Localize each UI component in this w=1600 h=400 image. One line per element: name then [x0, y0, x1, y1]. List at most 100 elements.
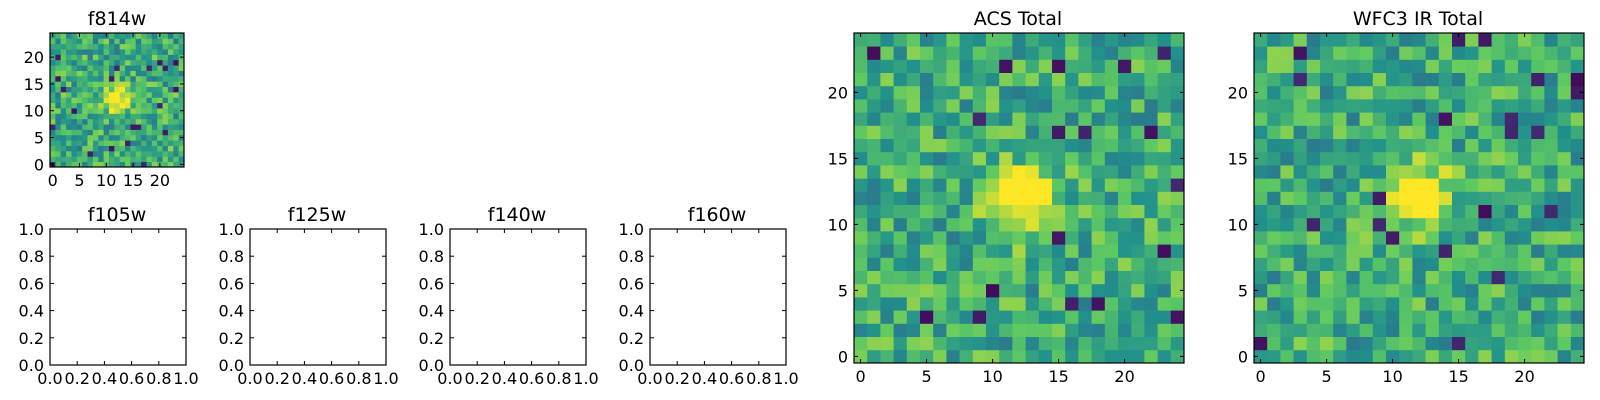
heatmap-cell [1478, 244, 1492, 258]
heatmap-cell [1078, 72, 1092, 87]
heatmap-cell [1025, 138, 1040, 153]
heatmap-cell [141, 81, 147, 87]
heatmap-cell [82, 102, 88, 109]
heatmap-cell [1065, 204, 1079, 219]
heatmap-cell [1544, 151, 1558, 166]
heatmap-cell [92, 161, 99, 168]
heatmap-cell [60, 145, 67, 152]
heatmap-cell [1118, 191, 1132, 205]
heatmap-cell [1293, 297, 1308, 311]
heatmap-cell [119, 54, 126, 61]
heatmap-cell [1333, 112, 1347, 126]
heatmap-cell [87, 134, 94, 141]
heatmap-cell [933, 59, 947, 73]
heatmap-cell [1065, 231, 1079, 245]
x-tick-label: 5 [74, 171, 84, 190]
heatmap-cell [893, 112, 908, 126]
heatmap-cell [1078, 336, 1092, 351]
heatmap-cell [71, 81, 78, 87]
heatmap-cell [125, 118, 131, 125]
heatmap-cell [1144, 244, 1158, 258]
heatmap-cell [1267, 178, 1281, 192]
heatmap-cell [880, 191, 894, 205]
heatmap-cell [972, 138, 987, 153]
heatmap-cell [1038, 257, 1053, 271]
x-tick-label: 1.0 [373, 369, 398, 388]
heatmap-cell [972, 178, 987, 192]
heatmap-cell [1131, 151, 1145, 166]
y-tick-label: 15 [1228, 149, 1248, 168]
heatmap-cell [1306, 204, 1321, 219]
heatmap-cell [1570, 33, 1585, 47]
heatmap-cell [880, 151, 894, 166]
heatmap-cell [151, 134, 158, 141]
heatmap-cell [1320, 85, 1334, 100]
heatmap-cell [130, 81, 137, 87]
heatmap-cell [1452, 204, 1466, 219]
heatmap-cell [867, 33, 881, 47]
heatmap-cell [1078, 310, 1092, 324]
heatmap-cell [867, 323, 881, 337]
heatmap-cell [55, 75, 62, 82]
heatmap-cell [167, 150, 174, 157]
heatmap-cell [1267, 231, 1281, 245]
heatmap-cell [1280, 349, 1294, 364]
heatmap-cell [1144, 151, 1158, 166]
heatmap-cell [167, 91, 174, 98]
heatmap-cell [1544, 46, 1558, 60]
heatmap-cell [1025, 336, 1040, 351]
heatmap-cell [920, 257, 934, 271]
heatmap-cell [959, 33, 974, 47]
heatmap-cell [999, 270, 1013, 285]
heatmap-cell [972, 112, 987, 126]
heatmap-cell [933, 178, 947, 192]
heatmap-cell [173, 54, 180, 61]
heatmap-cell [1518, 204, 1532, 219]
heatmap-cell [1570, 244, 1585, 258]
heatmap-cell [1306, 72, 1321, 87]
heatmap-cell [1170, 257, 1185, 271]
heatmap-cell [114, 150, 121, 157]
heatmap-cell [1280, 336, 1294, 351]
heatmap-cell [1157, 33, 1172, 47]
heatmap-cell [92, 113, 99, 120]
heatmap-cell [50, 145, 56, 152]
heatmap-cell [1065, 85, 1079, 100]
heatmap-cell [1465, 46, 1479, 60]
heatmap-cell [114, 97, 121, 104]
heatmap-cell [1465, 138, 1479, 153]
heatmap-cell [141, 134, 147, 141]
heatmap-cell [906, 178, 921, 192]
heatmap-cell [1078, 257, 1092, 271]
chart-title: f160w [688, 204, 747, 226]
heatmap-cell [1052, 151, 1066, 166]
heatmap-cell [920, 165, 934, 179]
heatmap-cell [173, 145, 180, 152]
heatmap-cell [1346, 46, 1360, 60]
y-tick-label: 0.4 [419, 302, 444, 321]
heatmap-cell [1372, 231, 1387, 245]
heatmap-cell [87, 140, 94, 146]
heatmap-cell [1399, 85, 1413, 100]
heatmap-cell [92, 150, 99, 157]
x-tick-label: 0.0 [437, 369, 462, 388]
heatmap-cell [867, 85, 881, 100]
heatmap-cell [1465, 165, 1479, 179]
heatmap-cell [1038, 125, 1053, 139]
heatmap-cell [50, 113, 56, 120]
heatmap-cell [959, 231, 974, 245]
heatmap-cell [986, 349, 1000, 364]
heatmap-cell [1144, 191, 1158, 205]
heatmap-cell [178, 124, 185, 130]
heatmap-cell [130, 54, 137, 61]
heatmap-cell [1399, 125, 1413, 139]
heatmap-cell [1118, 204, 1132, 219]
heatmap-cell [1038, 59, 1053, 73]
heatmap-cell [1306, 323, 1321, 337]
heatmap-cell [1518, 46, 1532, 60]
heatmap-cell [162, 145, 169, 152]
heatmap-cell [1091, 257, 1106, 271]
